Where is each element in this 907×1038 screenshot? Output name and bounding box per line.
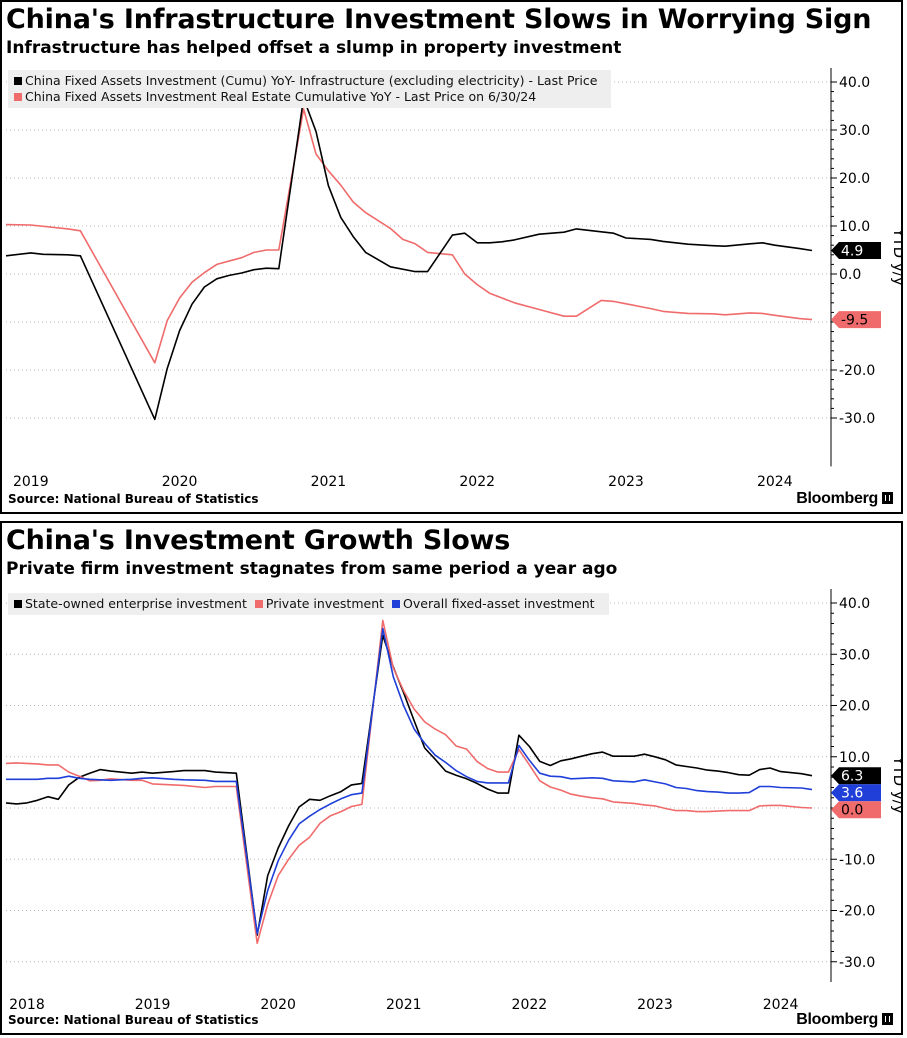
last-value-tag <box>831 767 881 785</box>
legend-swatch <box>254 600 263 608</box>
series-line-2 <box>6 627 813 935</box>
chart-legend: China Fixed Assets Investment (Cumu) YoY… <box>8 70 612 108</box>
y-tick-label: -30.0 <box>839 955 875 971</box>
legend-swatch <box>14 77 22 85</box>
series-line-1 <box>5 108 813 364</box>
x-tick-label: 2020 <box>260 997 296 1013</box>
chart-plot-investment: 40.0 30.0 20.0 10.0 -10.0 -20.0 -30.0 YTD y/y 20… <box>5 589 903 1013</box>
chart-legend: State-owned enterprise investment Private… <box>8 593 609 615</box>
gridlines <box>6 602 831 963</box>
x-tick-label: 2024 <box>757 474 793 490</box>
y-tick-label: 20.0 <box>839 171 870 187</box>
source-note: Source: National Bureau of Statistics <box>8 492 259 506</box>
legend-label: China Fixed Assets Investment Real Estat… <box>25 89 537 104</box>
x-tick-label: 2021 <box>386 997 422 1013</box>
y-tick-label: 40.0 <box>839 75 870 91</box>
legend-label: State-owned enterprise investment <box>25 596 247 611</box>
y-axis-label: YTD y/y <box>890 227 903 286</box>
y-tick-label: 30.0 <box>839 123 870 139</box>
last-value-label: 0.0 <box>841 803 863 819</box>
x-tick-label: 2022 <box>512 997 548 1013</box>
chart-panel-infrastructure: 40.0 30.0 20.0 10.0 0.0 -20.0 -30.0 YTD y/y 2019… <box>0 0 903 514</box>
legend-label: Overall fixed-asset investment <box>403 596 595 611</box>
last-value-label: 4.9 <box>841 243 863 259</box>
x-tick-label: 2024 <box>763 997 799 1013</box>
last-value-tag <box>831 241 881 259</box>
legend-label: Private investment <box>265 596 385 611</box>
last-value-label: -9.5 <box>841 313 868 329</box>
source-note: Source: National Bureau of Statistics <box>8 1013 259 1027</box>
legend-swatch <box>14 93 22 101</box>
y-tick-label: -20.0 <box>839 904 875 920</box>
chart-plot-infrastructure: 40.0 30.0 20.0 10.0 0.0 -20.0 -30.0 YTD y/y 2019… <box>5 68 903 490</box>
chart-title: China's Infrastructure Investment Slows … <box>6 4 872 35</box>
y-tick-label: -10.0 <box>839 852 875 868</box>
series-line-1 <box>5 619 813 945</box>
chart-title: China's Investment Growth Slows <box>6 525 511 556</box>
bloomberg-terminal-icon <box>882 492 893 504</box>
bloomberg-terminal-icon <box>882 1013 893 1025</box>
x-tick-label: 2019 <box>135 997 171 1013</box>
x-tick-label: 2023 <box>637 997 673 1013</box>
legend-item: Overall fixed-asset investment <box>392 596 595 612</box>
x-tick-label: 2019 <box>13 474 49 490</box>
gridlines <box>6 81 831 419</box>
legend-swatch <box>14 600 22 608</box>
last-value-tag <box>831 311 881 329</box>
y-axis-label: YTD y/y <box>890 755 903 814</box>
series-line-0 <box>5 97 813 421</box>
chart-panel-investment: 40.0 30.0 20.0 10.0 -10.0 -20.0 -30.0 YTD y/y 20… <box>0 521 903 1035</box>
x-tick-label: 2021 <box>311 474 347 490</box>
y-tick-label: 20.0 <box>839 699 870 715</box>
chart-subtitle: Private firm investment stagnates from s… <box>6 559 618 579</box>
y-tick-label: -30.0 <box>839 411 875 427</box>
series-line-0 <box>5 634 813 936</box>
y-tick-label: 0.0 <box>839 267 861 283</box>
y-tick-label: 10.0 <box>839 219 870 235</box>
y-tick-label: 40.0 <box>839 596 870 612</box>
bloomberg-logo: Bloomberg <box>796 490 893 508</box>
x-tick-label: 2020 <box>162 474 198 490</box>
y-tick-label: 10.0 <box>839 750 870 766</box>
legend-label: China Fixed Assets Investment (Cumu) YoY… <box>25 73 598 88</box>
last-value-label: 6.3 <box>841 769 863 785</box>
legend-item: Private investment <box>254 596 385 612</box>
y-tick-label: 30.0 <box>839 647 870 663</box>
legend-item: State-owned enterprise investment <box>14 596 247 612</box>
last-value-tag <box>831 801 881 819</box>
last-value-tag <box>831 784 881 802</box>
x-tick-label: 2022 <box>459 474 495 490</box>
legend-item: China Fixed Assets Investment Real Estat… <box>14 89 597 105</box>
x-tick-label: 2023 <box>608 474 644 490</box>
last-value-label: 3.6 <box>841 786 863 802</box>
chart-subtitle: Infrastructure has helped offset a slump… <box>6 38 622 58</box>
x-tick-label: 2018 <box>9 997 45 1013</box>
y-tick-label: -20.0 <box>839 363 875 379</box>
legend-item: China Fixed Assets Investment (Cumu) YoY… <box>14 73 597 89</box>
bloomberg-logo: Bloomberg <box>796 1011 893 1029</box>
legend-swatch <box>392 600 401 608</box>
